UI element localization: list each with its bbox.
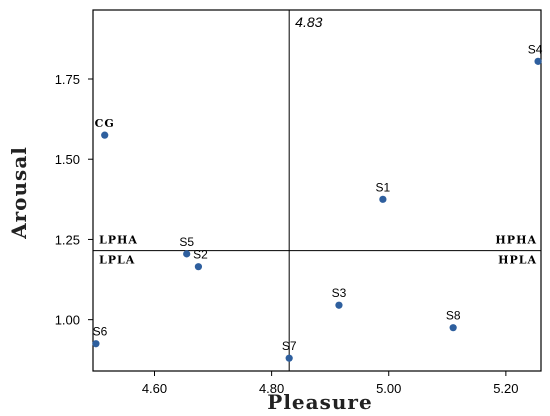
data-point-s6 (92, 340, 100, 348)
x-tick-label: 4.60 (142, 381, 167, 396)
data-points (92, 57, 542, 362)
quadrant-label-lower-right: HPLA (498, 254, 537, 267)
point-label-s6: S6 (93, 325, 108, 339)
plot-area (88, 9, 542, 376)
point-label-cg: CG (95, 117, 115, 130)
data-point-s4 (534, 57, 542, 65)
point-label-s8: S8 (446, 309, 461, 323)
data-point-s5 (183, 250, 191, 258)
text-labels: 4.60 4.80 5.00 5.20 1.00 1.25 1.50 1.75 Pleasure… (7, 14, 543, 414)
x-tick-label: 5.20 (493, 381, 518, 396)
quadrant-label-upper-right: HPHA (495, 234, 537, 247)
x-tick-label: 4.80 (259, 381, 284, 396)
data-point-s3 (335, 301, 343, 309)
y-tick-label: 1.00 (55, 313, 80, 328)
x-axis-title: Pleasure (267, 390, 372, 414)
quadrant-label-upper-left: LPHA (99, 234, 138, 247)
data-point-s2 (194, 263, 203, 271)
point-label-s7: S7 (282, 339, 297, 353)
point-label-s4: S4 (528, 42, 543, 56)
plot-frame (92, 9, 542, 372)
y-tick-label: 1.25 (55, 232, 80, 247)
y-tick-label: 1.50 (55, 152, 80, 167)
point-label-s1: S1 (376, 180, 391, 194)
vertical-reference-label: 4.83 (295, 14, 322, 30)
data-point-s7 (285, 354, 293, 362)
y-tick-label: 1.75 (55, 72, 80, 87)
y-axis-title: Arousal (7, 146, 31, 240)
data-point-s1 (379, 195, 387, 203)
quadrant-label-lower-left: LPLA (99, 254, 135, 267)
data-point-cg (101, 131, 109, 139)
point-label-s2: S2 (193, 248, 208, 262)
data-point-s8 (449, 324, 457, 332)
x-tick-label: 5.00 (376, 381, 401, 396)
point-label-s3: S3 (332, 286, 347, 300)
point-label-s5: S5 (179, 235, 194, 249)
